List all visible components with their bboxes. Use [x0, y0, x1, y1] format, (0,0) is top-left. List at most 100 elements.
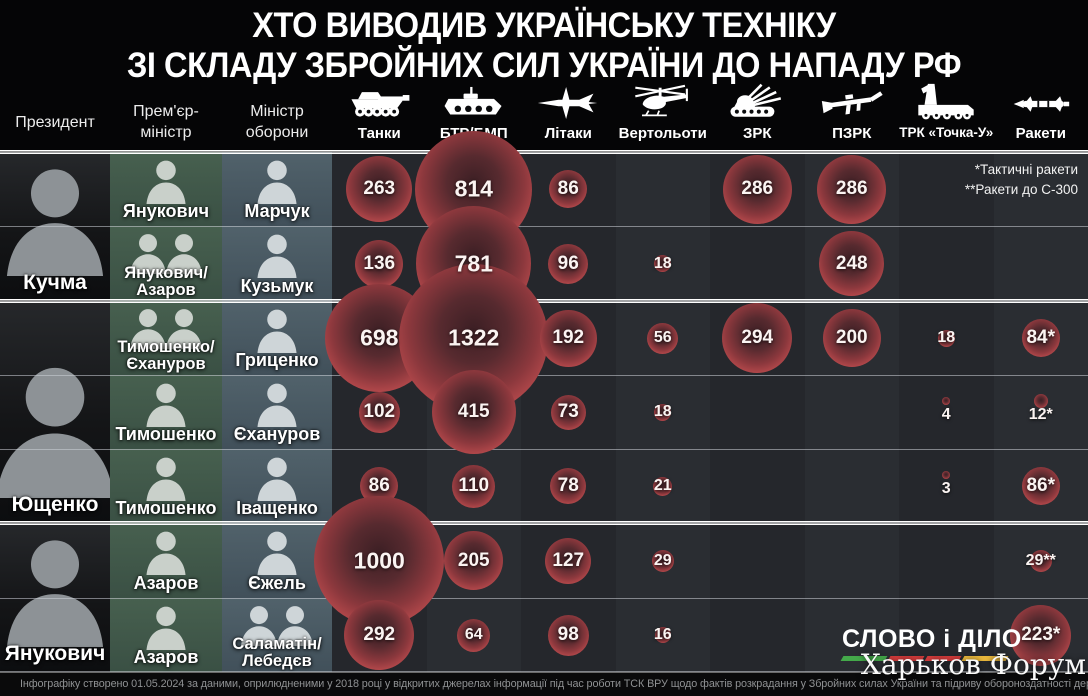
equipment-column-header: Ракети — [994, 84, 1088, 148]
value-label: 781 — [454, 250, 493, 276]
value-label: 29** — [1025, 551, 1056, 569]
source-footer: Інфографіку створено 01.05.2024 за даним… — [0, 672, 1088, 696]
value-label: 200 — [835, 327, 868, 348]
column-header-minister: Міністр оборони — [245, 103, 309, 141]
president-photo — [0, 524, 110, 652]
tochka-icon — [911, 83, 981, 124]
column-stripe — [899, 152, 994, 672]
person-name-label: Кузьмук — [240, 276, 314, 296]
value-label: 102 — [363, 401, 396, 422]
value-label: 1000 — [353, 547, 405, 573]
jet-icon — [535, 84, 601, 124]
data-table: Кучма Ющенко Янукович Янукович Янукович/… — [0, 130, 1088, 672]
value-bubble — [651, 549, 674, 572]
value-label: 4 — [941, 406, 951, 423]
person-photo — [252, 525, 302, 580]
equipment-column-header: ПЗРК — [805, 84, 900, 148]
value-label: 12* — [1028, 406, 1053, 423]
watermark: Харьков Форум — [860, 648, 1086, 681]
value-bubble — [550, 468, 587, 504]
value-bubble — [539, 309, 597, 367]
minister-cell: Гриценко — [222, 301, 332, 375]
value-bubble — [358, 391, 400, 433]
minister-cell: Єхануров — [222, 375, 332, 449]
manpads-icon — [816, 84, 888, 124]
president-name-label: Кучма — [23, 271, 87, 294]
value-label: 248 — [835, 252, 868, 274]
person-name-label: Іващенко — [236, 498, 318, 518]
column-stripe — [710, 152, 805, 672]
helicopter-icon — [629, 84, 697, 124]
slovoidilo-logo: СЛОВО і ДІЛО — [840, 625, 1022, 661]
value-bubble — [346, 156, 413, 222]
president-cell: Янукович — [0, 523, 110, 672]
footnote: *Тактичні ракети **Ракети до С-300 — [965, 160, 1078, 200]
value-label: 292 — [363, 624, 396, 645]
value-bubble — [1010, 604, 1072, 666]
equipment-column-header: ЗРК — [710, 83, 805, 148]
tank-icon — [345, 84, 413, 124]
value-bubble — [942, 397, 951, 405]
group-separator — [0, 299, 1088, 303]
equipment-column-header: Танки — [332, 84, 427, 148]
value-bubble — [431, 370, 516, 454]
value-label: 84* — [1026, 327, 1056, 348]
equipment-column-label: Вертольоти — [618, 125, 707, 142]
value-label: 3 — [941, 480, 951, 497]
person-name-label: Янукович — [122, 201, 210, 221]
president-photo — [0, 348, 110, 503]
value-label: 98 — [557, 624, 579, 645]
value-label: 263 — [363, 178, 396, 199]
person-photo — [141, 451, 191, 506]
value-bubble — [647, 322, 679, 354]
person-name-label: Янукович/Азаров — [124, 264, 208, 299]
missile-icon — [1008, 84, 1074, 124]
pm-cell: Тимошенко/Єхануров — [110, 301, 222, 375]
person-photo — [141, 377, 191, 432]
row-separator — [0, 598, 1088, 599]
person-photo — [252, 303, 302, 358]
value-label: 286 — [741, 178, 774, 199]
value-label: 18 — [653, 403, 672, 420]
value-bubble — [1021, 319, 1060, 357]
value-bubble — [545, 537, 592, 584]
person-photo — [252, 451, 302, 506]
sam-icon — [725, 83, 789, 124]
president-name-label: Янукович — [4, 642, 106, 665]
person-photo — [141, 154, 191, 209]
equipment-column-label: ПЗРК — [832, 125, 872, 142]
value-label: 21 — [653, 477, 672, 494]
logo-text: СЛОВО і ДІЛО — [842, 625, 1022, 653]
equipment-column-label: Танки — [357, 125, 401, 142]
person-photo — [252, 228, 302, 283]
value-label: 16 — [653, 626, 672, 643]
equipment-column-label: Ракети — [1015, 125, 1066, 142]
value-bubble — [548, 243, 589, 284]
value-label: 127 — [552, 549, 585, 571]
value-bubble — [653, 476, 673, 496]
equipment-column-label: ЗРК — [742, 125, 772, 142]
value-label: 192 — [552, 327, 585, 348]
value-label: 56 — [653, 329, 672, 346]
apc-icon — [440, 84, 508, 124]
value-label: 64 — [464, 626, 483, 643]
pm-cell: Тимошенко — [110, 375, 222, 449]
group-separator — [0, 150, 1088, 154]
person-name-label: Тимошенко — [115, 498, 217, 518]
value-bubble — [452, 464, 496, 508]
footnote-line-2: **Ракети до С-300 — [964, 182, 1078, 197]
value-label: 1322 — [448, 324, 500, 351]
equipment-header-row: ТанкиБТР/БМПЛітакиВертольотиЗРКПЗРКТРК «… — [0, 83, 1088, 148]
group-separator — [0, 521, 1088, 525]
value-bubble — [1021, 467, 1060, 505]
minister-cell: Кузьмук — [222, 226, 332, 301]
person-photo — [252, 154, 302, 209]
value-label: 86 — [368, 475, 390, 496]
column-header-president: Президент — [15, 113, 95, 131]
value-label: 18 — [653, 254, 672, 272]
source-text: Інфографіку створено 01.05.2024 за даним… — [20, 678, 1088, 690]
value-bubble — [817, 154, 887, 224]
minister-cell: Єжель — [222, 523, 332, 598]
pm-cell: Янукович — [110, 152, 222, 226]
